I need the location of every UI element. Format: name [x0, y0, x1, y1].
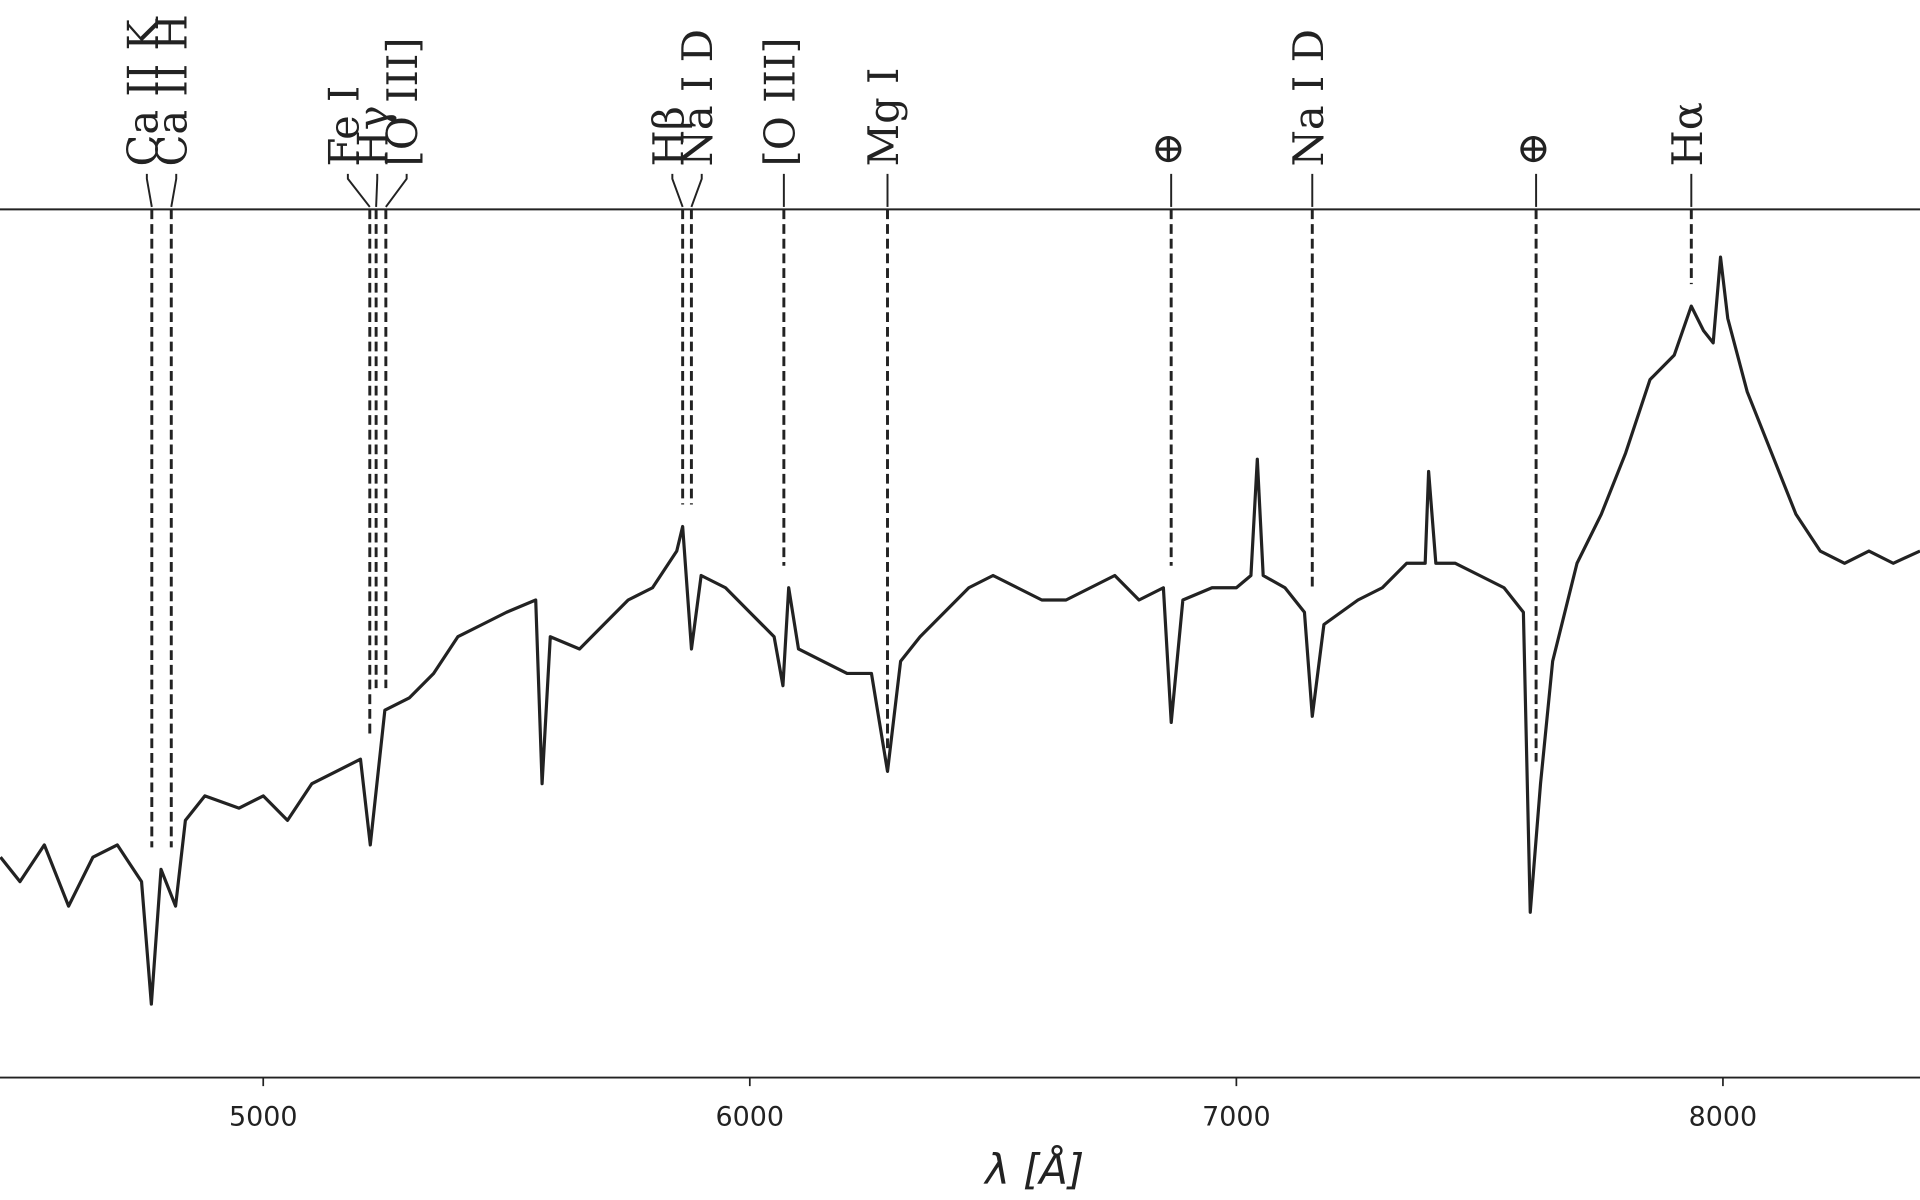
line-label: Ca II K [118, 19, 167, 167]
x-axis-label: λ [Å] [983, 1145, 1084, 1194]
label-leader [375, 173, 379, 207]
x-tick-label: 8000 [1689, 1101, 1758, 1132]
label-leader [170, 173, 178, 208]
line-label: [O III] [378, 37, 427, 166]
line-label: Mg I [859, 68, 908, 167]
x-tick-label: 6000 [716, 1101, 785, 1132]
line-label: Hγ [349, 105, 398, 166]
line-label: Na I D [673, 29, 722, 167]
label-leader [346, 173, 371, 208]
label-leader [145, 173, 153, 208]
line-label: Hα [1663, 102, 1712, 166]
spectrum-line [0, 255, 1920, 1006]
line-label: Hβ [644, 106, 693, 166]
line-label: Ca II H [148, 14, 197, 166]
label-leader [385, 173, 408, 208]
line-label: [O III] [755, 37, 804, 166]
x-tick-label: 5000 [229, 1101, 298, 1132]
label-leader [690, 173, 703, 208]
label-leader [671, 173, 684, 208]
line-label: Na I D [1284, 29, 1333, 167]
line-label: Fe I [319, 86, 368, 167]
line-label: ⊕ [1508, 132, 1557, 167]
x-tick-label: 7000 [1202, 1101, 1271, 1132]
line-label: ⊕ [1143, 132, 1192, 167]
